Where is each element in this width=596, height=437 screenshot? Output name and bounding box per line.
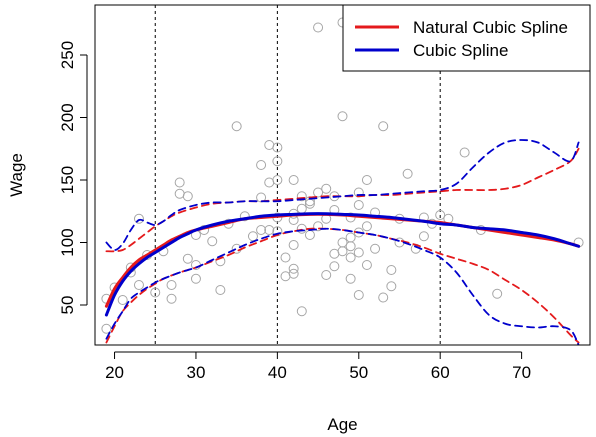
data-point (321, 183, 332, 194)
y-tick-label: 200 (58, 103, 77, 131)
data-point (337, 237, 348, 248)
data-point (272, 142, 283, 153)
data-point (345, 212, 356, 223)
data-point (288, 263, 299, 274)
data-point (174, 177, 185, 188)
data-point (296, 203, 307, 214)
data-point (117, 295, 128, 305)
y-tick-label: 150 (58, 166, 77, 194)
series-0-fit-line (104, 212, 581, 308)
data-point (329, 248, 340, 259)
data-point (296, 223, 307, 234)
data-point (272, 175, 283, 185)
data-point (492, 288, 503, 299)
data-point (247, 231, 258, 242)
data-point (345, 273, 356, 284)
data-point (296, 306, 307, 317)
series-2-band-line (105, 227, 580, 344)
x-tick-label: 50 (349, 363, 368, 382)
data-point (264, 177, 275, 188)
data-point (313, 22, 324, 33)
y-tick-label: 250 (58, 41, 77, 69)
legend-label: Cubic Spline (413, 41, 508, 60)
data-point (231, 121, 242, 132)
y-axis: 50 100 150 200 250 (58, 41, 88, 315)
data-point (435, 210, 446, 220)
data-point (378, 292, 389, 303)
data-point (207, 236, 218, 247)
data-point (361, 175, 372, 185)
data-point (280, 271, 291, 282)
data-point (353, 290, 364, 300)
data-point (280, 252, 291, 263)
data-point (353, 200, 364, 210)
data-point (296, 191, 307, 202)
data-point (345, 252, 356, 263)
data-point (402, 168, 413, 179)
series-1-band-line (105, 147, 580, 253)
legend-box (342, 4, 591, 72)
data-point (353, 247, 364, 258)
data-point (321, 270, 332, 280)
data-point (304, 230, 315, 240)
data-point (288, 175, 299, 185)
data-point (337, 111, 348, 122)
data-point (337, 246, 348, 257)
data-point (101, 323, 112, 334)
data-point (386, 265, 397, 275)
y-axis-title: Wage (7, 153, 26, 197)
data-point (272, 156, 283, 167)
y-tick-label: 50 (58, 296, 77, 315)
data-point (370, 243, 381, 254)
data-point (264, 140, 275, 150)
data-point (288, 268, 299, 279)
data-point (182, 253, 193, 264)
legend-label: Natural Cubic Spline (413, 18, 568, 37)
y-tick-label: 100 (58, 228, 77, 256)
series-4-band-line (105, 139, 580, 251)
data-point (182, 191, 193, 202)
data-point (174, 188, 185, 199)
x-tick-label: 20 (105, 363, 124, 382)
data-point (133, 213, 144, 224)
data-point (166, 293, 177, 304)
data-point (361, 260, 372, 270)
x-axis-title: Age (327, 415, 357, 434)
data-point (378, 121, 389, 132)
data-point (386, 281, 397, 292)
data-point (313, 221, 324, 232)
data-point (418, 231, 429, 242)
data-point (264, 225, 275, 235)
data-point (215, 285, 226, 295)
data-point (361, 221, 372, 232)
data-point (133, 280, 144, 290)
x-axis: 20 30 40 50 60 70 (105, 351, 531, 382)
data-point (150, 287, 161, 298)
data-point (256, 225, 267, 235)
data-point (239, 211, 250, 222)
x-tick-label: 40 (268, 363, 287, 382)
data-point (459, 147, 470, 158)
series-3-fit-line (104, 212, 581, 317)
data-point (190, 273, 201, 284)
data-point (166, 280, 177, 290)
data-point (313, 187, 324, 198)
x-tick-label: 60 (431, 363, 450, 382)
data-point (345, 232, 356, 243)
x-tick-label: 30 (186, 363, 205, 382)
data-point (288, 240, 299, 250)
data-point (256, 160, 267, 170)
spline-curves (104, 139, 581, 345)
legend: Natural Cubic Spline Cubic Spline (342, 4, 591, 72)
data-point (345, 241, 356, 252)
data-point (329, 261, 340, 272)
series-5-band-line (105, 227, 580, 345)
x-tick-label: 70 (512, 363, 531, 382)
